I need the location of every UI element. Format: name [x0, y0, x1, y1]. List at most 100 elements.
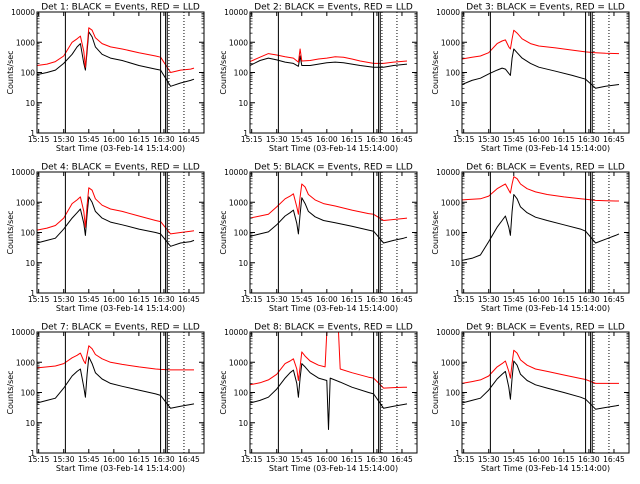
- series-events-line: [461, 48, 620, 89]
- y-tick-label: 1000: [16, 38, 35, 47]
- panel-det-9: 15:15 15:30 15:45 16:00 16:15 16:30 16:45 1 10 10…: [431, 323, 630, 473]
- y-tick-label: 10000: [436, 168, 460, 177]
- y-tick-label: 10: [25, 259, 35, 268]
- x-tick-label: 16:15: [341, 455, 363, 464]
- series-lld-line: [249, 331, 407, 389]
- x-tick-label: 15:15: [241, 135, 263, 144]
- y-axis-label: Counts/sec: [431, 370, 440, 414]
- x-tick-label: 15:30: [53, 295, 75, 304]
- plot-frame: [249, 171, 418, 294]
- x-tick-label: 16:30: [578, 455, 600, 464]
- x-tick-label: 16:15: [341, 135, 363, 144]
- x-tick-label: 15:15: [453, 135, 475, 144]
- panel-det-3: 15:15 15:30 15:45 16:00 16:15 16:30 16:45 1 10 10…: [431, 3, 630, 153]
- y-tick-label: 10: [238, 99, 248, 108]
- y-tick-label: 10000: [224, 328, 248, 337]
- x-axis-label: Start Time (03-Feb-14 15:14:00): [56, 464, 185, 473]
- x-tick-label: 15:45: [291, 135, 313, 144]
- plot-frame: [249, 11, 418, 134]
- y-tick-label: 1: [455, 289, 460, 298]
- x-tick-label: 15:15: [453, 455, 475, 464]
- x-tick-label: 16:15: [341, 295, 363, 304]
- y-axis-label: Counts/sec: [431, 50, 440, 94]
- x-tick-label: 15:15: [241, 455, 263, 464]
- series-events-line: [36, 356, 195, 409]
- x-tick-label: 16:15: [128, 135, 150, 144]
- y-tick-label: 1000: [229, 198, 248, 207]
- y-tick-label: 100: [21, 389, 36, 398]
- series-events-line: [461, 194, 620, 261]
- y-tick-label: 1: [243, 289, 248, 298]
- series-lld-line: [461, 29, 620, 60]
- y-tick-label: 1: [30, 289, 35, 298]
- x-axis-label: Start Time (03-Feb-14 15:14:00): [269, 464, 398, 473]
- x-tick-label: 16:45: [391, 455, 413, 464]
- x-tick-label: 16:00: [528, 135, 550, 144]
- x-tick-label: 15:30: [478, 455, 500, 464]
- x-tick-label: 16:45: [178, 295, 200, 304]
- y-tick-label: 10: [450, 259, 460, 268]
- panel-det-1: 15:15 15:30 15:45 16:00 16:15 16:30 16:45 1 10 10…: [6, 3, 205, 153]
- x-tick-label: 16:15: [553, 455, 575, 464]
- x-tick-label: 16:45: [178, 135, 200, 144]
- y-tick-label: 10000: [11, 168, 35, 177]
- x-tick-label: 15:15: [28, 135, 50, 144]
- x-tick-label: 16:30: [153, 295, 175, 304]
- x-tick-label: 16:45: [603, 455, 625, 464]
- y-axis-label: Counts/sec: [219, 370, 228, 414]
- x-axis-label: Start Time (03-Feb-14 15:14:00): [481, 304, 610, 313]
- plot-frame: [249, 331, 418, 454]
- panel-title: Det 1: BLACK = Events, RED = LLD: [41, 3, 200, 13]
- panel-det-6: 15:15 15:30 15:45 16:00 16:15 16:30 16:45 1 10 10…: [431, 163, 630, 313]
- plot-frame: [461, 171, 630, 294]
- x-tick-label: 15:15: [28, 295, 50, 304]
- x-tick-label: 16:00: [316, 455, 338, 464]
- panel-det-7: 15:15 15:30 15:45 16:00 16:15 16:30 16:45 1 10 10…: [6, 323, 205, 473]
- y-tick-label: 100: [234, 69, 249, 78]
- y-axis-label: Counts/sec: [6, 210, 15, 254]
- x-tick-label: 16:45: [178, 455, 200, 464]
- x-tick-label: 15:45: [78, 295, 100, 304]
- series-lld-line: [461, 349, 619, 384]
- x-tick-label: 16:30: [153, 455, 175, 464]
- x-axis-label: Start Time (03-Feb-14 15:14:00): [269, 144, 398, 153]
- x-tick-label: 15:45: [78, 455, 100, 464]
- series-lld-line: [461, 176, 619, 202]
- panel-det-2: 15:15 15:30 15:45 16:00 16:15 16:30 16:45 1 10 10…: [219, 3, 418, 153]
- y-tick-label: 1: [243, 449, 248, 458]
- panel-title: Det 5: BLACK = Events, RED = LLD: [254, 163, 413, 173]
- y-tick-label: 10000: [224, 8, 248, 17]
- x-tick-label: 16:45: [603, 135, 625, 144]
- panel-det-5: 15:15 15:30 15:45 16:00 16:15 16:30 16:45 1 10 10…: [219, 163, 418, 313]
- x-tick-label: 16:30: [153, 135, 175, 144]
- x-tick-label: 15:30: [53, 135, 75, 144]
- series-lld-line: [36, 27, 195, 73]
- series-events-line: [249, 197, 408, 244]
- x-tick-label: 15:15: [28, 455, 50, 464]
- y-tick-label: 1000: [229, 38, 248, 47]
- y-axis-label: Counts/sec: [219, 210, 228, 254]
- y-tick-label: 100: [21, 229, 36, 238]
- x-tick-label: 15:30: [478, 135, 500, 144]
- x-tick-label: 15:45: [291, 455, 313, 464]
- x-tick-label: 16:30: [578, 135, 600, 144]
- x-tick-label: 15:45: [503, 295, 525, 304]
- y-tick-label: 1: [243, 129, 248, 138]
- y-tick-label: 1: [455, 129, 460, 138]
- panel-det-4: 15:15 15:30 15:45 16:00 16:15 16:30 16:45 1 10 10…: [6, 163, 205, 313]
- y-tick-label: 100: [21, 69, 36, 78]
- y-axis-label: Counts/sec: [219, 50, 228, 94]
- y-tick-label: 10: [450, 99, 460, 108]
- x-tick-label: 15:30: [266, 295, 288, 304]
- y-tick-label: 1000: [229, 358, 248, 367]
- x-tick-label: 16:30: [366, 295, 388, 304]
- x-tick-label: 16:00: [528, 455, 550, 464]
- x-tick-label: 16:30: [366, 455, 388, 464]
- panel-det-8: 15:15 15:30 15:45 16:00 16:15 16:30 16:45 1 10 10…: [219, 323, 418, 473]
- x-tick-label: 16:15: [553, 135, 575, 144]
- x-axis-label: Start Time (03-Feb-14 15:14:00): [481, 144, 610, 153]
- y-tick-label: 1000: [16, 198, 35, 207]
- x-axis-label: Start Time (03-Feb-14 15:14:00): [56, 144, 185, 153]
- x-tick-label: 15:45: [503, 455, 525, 464]
